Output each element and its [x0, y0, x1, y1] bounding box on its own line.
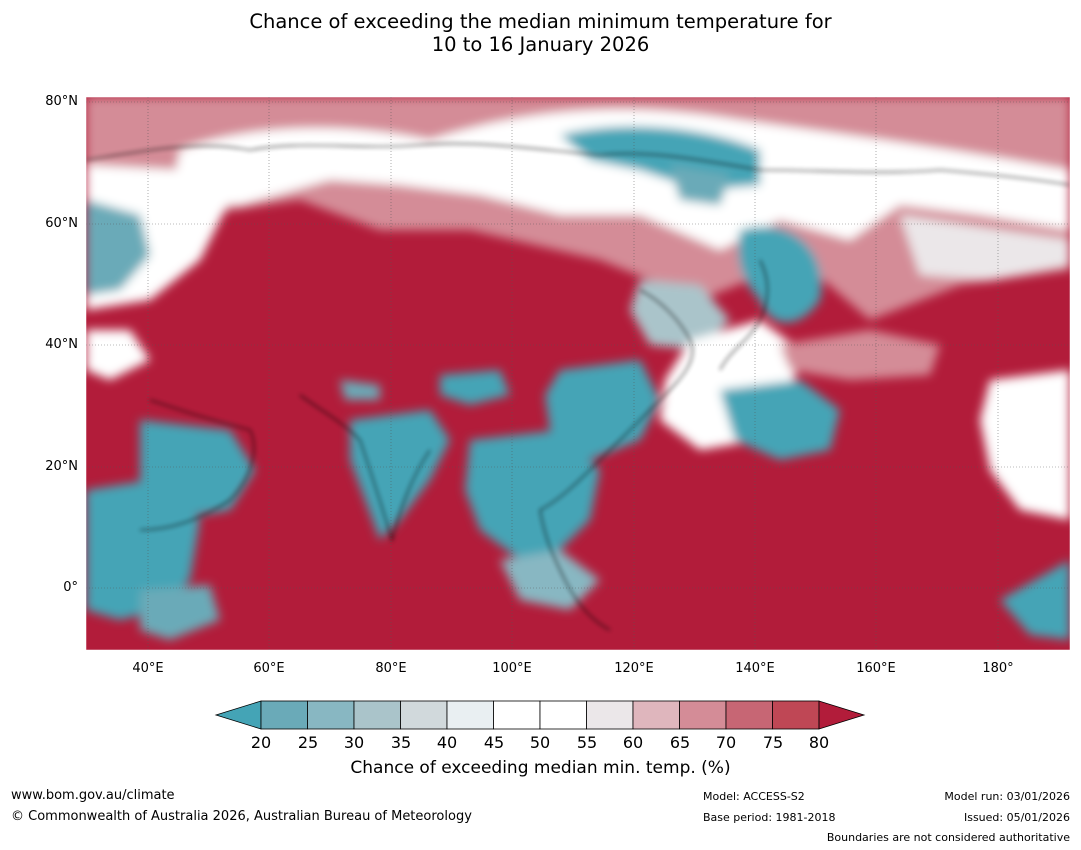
- lat-label-40n: 40°N: [45, 337, 78, 352]
- colorbar: [214, 700, 866, 730]
- colorbar-segment: [400, 700, 448, 730]
- lat-label-60n: 60°N: [45, 216, 78, 231]
- footer-copyright: © Commonwealth of Australia 2026, Austra…: [11, 809, 472, 824]
- colorbar-segment: [632, 700, 680, 730]
- colorbar-tick-30: 30: [343, 733, 365, 752]
- lon-label-100e: 100°E: [492, 661, 532, 676]
- lat-label-80n: 80°N: [45, 94, 78, 109]
- colorbar-tick-75: 75: [762, 733, 784, 752]
- lon-label-160e: 160°E: [856, 661, 896, 676]
- lon-label-120e: 120°E: [614, 661, 654, 676]
- colorbar-tick-55: 55: [576, 733, 598, 752]
- lon-label-180: 180°: [982, 661, 1014, 676]
- colorbar-segment: [260, 700, 308, 730]
- lon-label-60e: 60°E: [253, 661, 285, 676]
- forecast-map: [85, 96, 1071, 651]
- colorbar-segment: [725, 700, 773, 730]
- footer-website: www.bom.gov.au/climate: [11, 788, 175, 803]
- colorbar-segment: [446, 700, 494, 730]
- colorbar-over-triangle: [818, 700, 866, 730]
- colorbar-under-triangle: [214, 700, 262, 730]
- colorbar-tick-40: 40: [436, 733, 458, 752]
- colorbar-tick-50: 50: [529, 733, 551, 752]
- colorbar-tick-25: 25: [297, 733, 319, 752]
- colorbar-tick-20: 20: [250, 733, 272, 752]
- map-gridlines: [86, 97, 1070, 650]
- lat-label-20n: 20°N: [45, 459, 78, 474]
- colorbar-segment: [586, 700, 634, 730]
- footer-base-period: Base period: 1981-2018: [703, 811, 836, 824]
- colorbar-label: Chance of exceeding median min. temp. (%…: [350, 758, 731, 778]
- colorbar-tick-65: 65: [669, 733, 691, 752]
- colorbar-tick-70: 70: [715, 733, 737, 752]
- footer-issued: Issued: 05/01/2026: [963, 811, 1070, 824]
- colorbar-tick-35: 35: [390, 733, 412, 752]
- footer-model-run: Model run: 03/01/2026: [944, 790, 1070, 803]
- footer-disclaimer: Boundaries are not considered authoritat…: [826, 831, 1070, 844]
- colorbar-tick-45: 45: [483, 733, 505, 752]
- colorbar-tick-60: 60: [622, 733, 644, 752]
- chart-title-line1: Chance of exceeding the median minimum t…: [249, 10, 832, 33]
- lon-label-40e: 40°E: [132, 661, 164, 676]
- colorbar-segment: [353, 700, 401, 730]
- lon-label-80e: 80°E: [375, 661, 407, 676]
- colorbar-segment: [307, 700, 355, 730]
- colorbar-segment: [493, 700, 541, 730]
- lat-label-0: 0°: [63, 580, 78, 595]
- lon-label-140e: 140°E: [735, 661, 775, 676]
- colorbar-segment: [772, 700, 820, 730]
- chart-title-line2: 10 to 16 January 2026: [431, 33, 650, 56]
- colorbar-tick-80: 80: [808, 733, 830, 752]
- footer-model: Model: ACCESS-S2: [703, 790, 805, 803]
- colorbar-segment: [679, 700, 727, 730]
- colorbar-segment: [539, 700, 587, 730]
